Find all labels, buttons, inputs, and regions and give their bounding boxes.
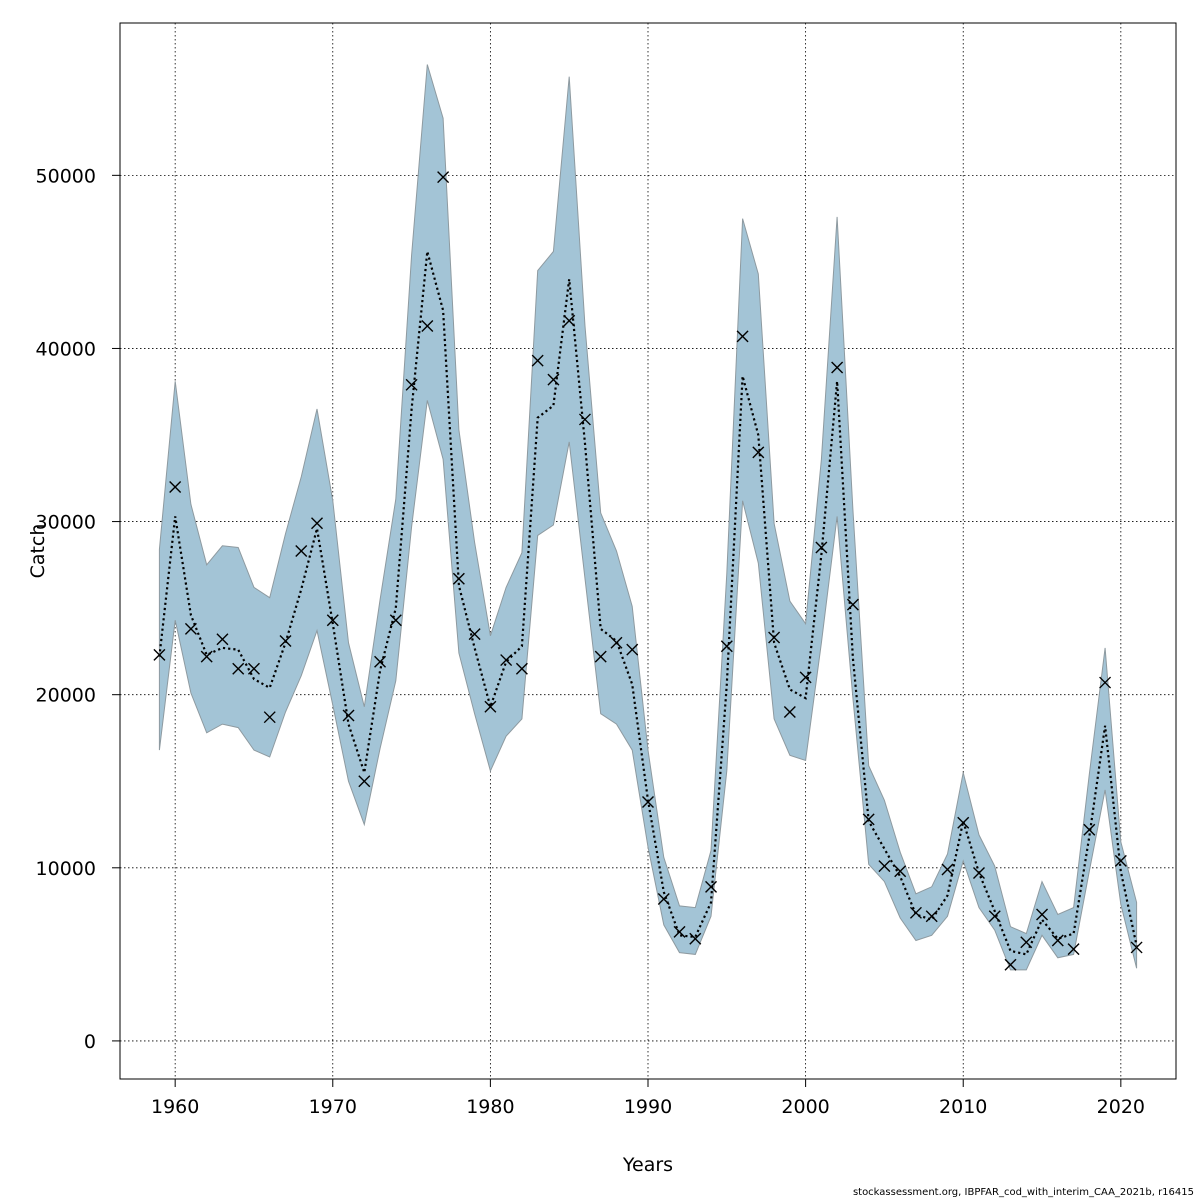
axes: 1960 1970 1980 1990 2000 2010 2020 0 10000 20000 3… — [36, 165, 1145, 1118]
observed-point — [232, 662, 245, 675]
observed-point — [657, 892, 670, 905]
observed-point — [909, 906, 922, 919]
observed-point — [468, 628, 481, 641]
x-tick-label: 2020 — [1097, 1096, 1145, 1118]
observed-point — [1036, 908, 1049, 921]
x-tick-label: 2000 — [781, 1096, 829, 1118]
observed-point — [846, 598, 859, 611]
observed-point — [1114, 854, 1127, 867]
y-tick-label: 0 — [84, 1031, 96, 1053]
observed-point — [594, 650, 607, 663]
observed-point — [216, 633, 229, 646]
observed-point — [437, 171, 450, 184]
observed-point — [405, 378, 418, 391]
observed-point — [957, 816, 970, 829]
x-tick-label: 1990 — [624, 1096, 672, 1118]
y-axis-title: Catch — [27, 524, 49, 579]
observed-points — [153, 171, 1143, 971]
observed-point — [389, 614, 402, 627]
observed-point — [815, 541, 828, 554]
observed-point — [1099, 676, 1112, 689]
observed-point — [878, 860, 891, 873]
y-tick-label: 10000 — [36, 858, 96, 880]
observed-point — [326, 614, 339, 627]
observed-point — [358, 775, 371, 788]
observed-point — [311, 517, 324, 530]
observed-point — [799, 671, 812, 684]
x-axis-title: Years — [622, 1154, 673, 1176]
observed-point — [184, 622, 197, 635]
observed-point — [783, 706, 796, 718]
x-tick-label: 2010 — [939, 1096, 987, 1118]
x-tick-label: 1970 — [309, 1096, 357, 1118]
observed-point — [941, 863, 954, 876]
observed-point — [515, 662, 528, 675]
x-tick-label: 1960 — [151, 1096, 199, 1118]
observed-point — [705, 880, 718, 893]
observed-point — [894, 865, 907, 878]
observed-point — [247, 662, 260, 675]
y-tick-label: 30000 — [36, 512, 96, 534]
observed-point — [295, 545, 308, 557]
observed-point — [578, 413, 591, 426]
observed-point — [547, 373, 560, 386]
observed-point — [673, 925, 686, 938]
observed-point — [736, 330, 749, 343]
observed-point — [610, 636, 623, 649]
source-credit: stockassessment.org, IBPFAR_cod_with_int… — [852, 1187, 1194, 1198]
observed-point — [1130, 941, 1143, 954]
observed-point — [563, 314, 576, 327]
observed-point — [752, 446, 765, 459]
observed-point — [1004, 958, 1017, 971]
y-tick-label: 50000 — [36, 165, 96, 187]
y-tick-label: 20000 — [36, 685, 96, 707]
observed-point — [421, 319, 434, 332]
observed-point — [342, 709, 355, 722]
observed-point — [642, 796, 654, 809]
observed-point — [1067, 943, 1080, 956]
estimate-line — [158, 251, 1138, 956]
observed-point — [1083, 823, 1096, 836]
observed-point — [531, 354, 544, 367]
observed-point — [200, 650, 213, 663]
observed-point — [831, 361, 844, 374]
observed-point — [626, 643, 639, 656]
observed-point — [500, 654, 513, 667]
observed-point — [452, 572, 465, 585]
observed-point — [862, 813, 875, 826]
observed-point — [720, 640, 733, 653]
y-tick-label: 40000 — [36, 338, 96, 360]
grid-lines — [120, 23, 1176, 1079]
observed-point — [484, 700, 497, 713]
observed-point — [988, 910, 1001, 923]
observed-point — [689, 932, 702, 945]
observed-point — [279, 635, 292, 648]
observed-point — [153, 648, 166, 661]
observed-point — [169, 480, 182, 493]
observed-point — [972, 866, 985, 879]
observed-point — [925, 910, 938, 923]
observed-point — [263, 711, 276, 724]
x-tick-label: 1980 — [466, 1096, 514, 1118]
confidence-band — [158, 64, 1138, 971]
observed-point — [374, 655, 387, 668]
observed-point — [1051, 934, 1064, 947]
observed-point — [768, 631, 781, 644]
observed-point — [1020, 936, 1033, 949]
